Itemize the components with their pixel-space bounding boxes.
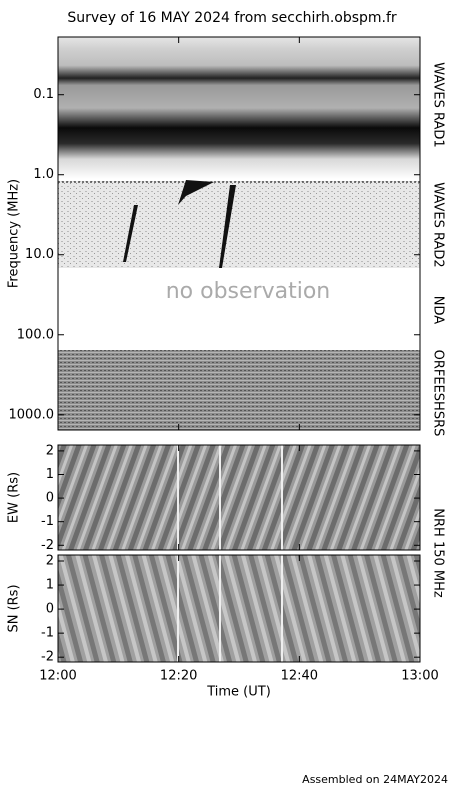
y-tick-label: 0.1 bbox=[33, 87, 54, 102]
y-axis-label: EW (Rs) bbox=[7, 472, 22, 523]
y-tick-label: 1.0 bbox=[33, 167, 54, 182]
rad2-image bbox=[58, 181, 420, 268]
y-axis-label: SN (Rs) bbox=[7, 584, 22, 632]
y-tick-label: 10.0 bbox=[25, 247, 54, 262]
x-tick-label: 12:40 bbox=[281, 669, 318, 684]
band-label: WAVES RAD2 bbox=[431, 182, 446, 267]
y-tick-label: 2 bbox=[46, 554, 54, 569]
y-tick-label: -1 bbox=[41, 514, 54, 529]
panel-frame bbox=[57, 554, 421, 663]
annotation: no observation bbox=[166, 279, 331, 304]
panel-frame bbox=[57, 36, 421, 431]
y-tick-label: 0 bbox=[46, 602, 54, 617]
streak bbox=[177, 445, 283, 662]
y-tick-label: 0 bbox=[46, 491, 54, 506]
y-tick-label: -1 bbox=[41, 626, 54, 641]
panel-label: NRH 150 MHz bbox=[431, 508, 446, 598]
y-tick-label: -2 bbox=[41, 650, 54, 665]
x-tick-label: 12:00 bbox=[39, 669, 76, 684]
orfees-image bbox=[58, 350, 420, 430]
spectrogram-imagery bbox=[58, 37, 420, 662]
x-axis-label: Time (UT) bbox=[206, 685, 271, 700]
band-label: WAVES RAD1 bbox=[431, 62, 446, 147]
band-label: NDA bbox=[431, 296, 446, 325]
band-label: ORFEESHSRS bbox=[431, 350, 446, 437]
y-tick-label: 1 bbox=[46, 578, 54, 593]
panel-frame bbox=[57, 444, 421, 551]
y-axis-label: Frequency (MHz) bbox=[7, 179, 22, 288]
x-tick-label: 13:00 bbox=[401, 669, 438, 684]
x-tick-label: 12:20 bbox=[160, 669, 197, 684]
y-tick-label: 1000.0 bbox=[9, 407, 55, 422]
footer: Assembled on 24MAY2024 bbox=[302, 773, 448, 786]
ew-image bbox=[58, 445, 420, 550]
y-tick-label: 2 bbox=[46, 443, 54, 458]
rad1-image bbox=[58, 37, 420, 179]
y-tick-label: -2 bbox=[41, 538, 54, 553]
title: Survey of 16 MAY 2024 from secchirh.obsp… bbox=[67, 10, 397, 26]
sn-image bbox=[58, 555, 420, 662]
y-tick-label: 100.0 bbox=[17, 327, 54, 342]
y-tick-label: 1 bbox=[46, 467, 54, 482]
